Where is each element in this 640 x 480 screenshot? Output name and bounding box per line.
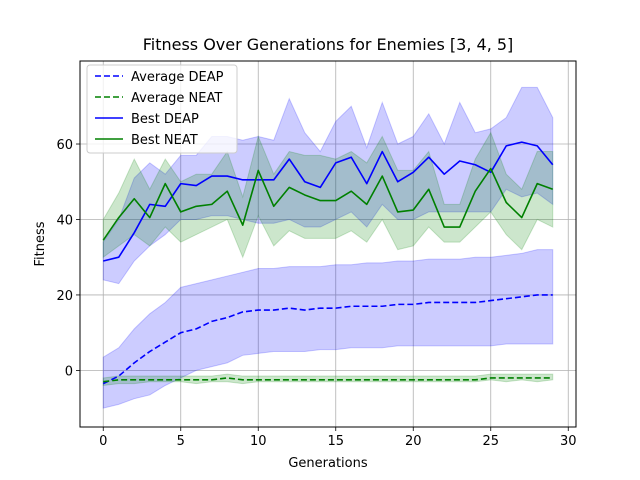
y-tick-label: 60 bbox=[56, 138, 73, 153]
best-neat-line bbox=[102, 167, 554, 241]
plot-area: 0 5 10 15 20 25 30 0 20 40 60 bbox=[56, 60, 577, 449]
x-tick-label: 20 bbox=[405, 434, 422, 449]
y-axis-label: Fitness bbox=[33, 221, 48, 266]
axes-frame bbox=[79, 60, 577, 428]
legend-label-best-deap: Best DEAP bbox=[131, 112, 199, 127]
x-tick-label: 25 bbox=[482, 434, 499, 449]
x-tick-label: 10 bbox=[250, 434, 267, 449]
legend: Average DEAP Average NEAT Best DEAP Best NE… bbox=[86, 64, 238, 154]
legend-box bbox=[86, 64, 238, 154]
average-neat-line bbox=[103, 377, 553, 383]
chart-title: Fitness Over Generations for Enemies [3,… bbox=[143, 35, 514, 54]
legend-label-average-neat: Average NEAT bbox=[131, 91, 222, 106]
average-deap-band bbox=[102, 249, 554, 409]
y-tick-label: 0 bbox=[65, 364, 73, 379]
series-lines bbox=[102, 141, 554, 385]
legend-label-best-neat: Best NEAT bbox=[131, 133, 198, 148]
y-tick-label: 40 bbox=[56, 213, 73, 228]
y-axis-ticks: 0 20 40 60 bbox=[56, 138, 80, 379]
best-deap-line bbox=[103, 141, 554, 262]
x-tick-label: 30 bbox=[560, 434, 577, 449]
x-axis-label: Generations bbox=[288, 456, 368, 471]
average-deap-line bbox=[102, 294, 553, 385]
legend-label-average-deap: Average DEAP bbox=[131, 70, 224, 85]
x-tick-label: 0 bbox=[99, 434, 107, 449]
x-tick-label: 5 bbox=[177, 434, 185, 449]
x-axis-ticks: 0 5 10 15 20 25 30 bbox=[99, 427, 577, 449]
y-tick-label: 20 bbox=[56, 289, 73, 304]
best-neat-band bbox=[102, 131, 554, 259]
x-tick-label: 15 bbox=[327, 434, 344, 449]
grid bbox=[80, 61, 576, 427]
